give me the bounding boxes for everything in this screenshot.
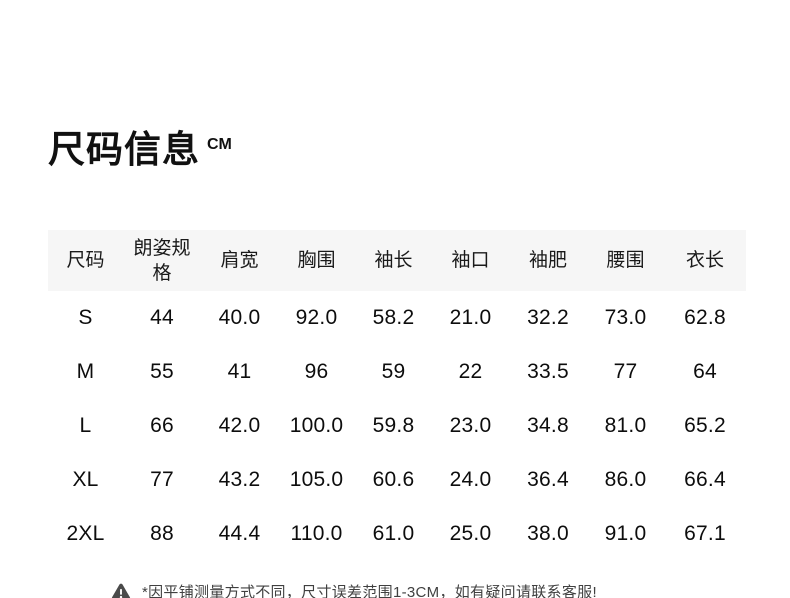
table-cell: 66.4 — [684, 468, 726, 491]
footnote-text: *因平铺测量方式不同，尺寸误差范围1-3CM，如有疑问请联系客服! — [142, 584, 597, 598]
table-cell: 33.5 — [527, 360, 569, 383]
table-cell: 43.2 — [218, 468, 261, 491]
table-cell: 105.0 — [289, 468, 344, 491]
table-cell: 25.0 — [449, 522, 492, 545]
table-cell: 77 — [613, 360, 638, 383]
table-cell: 64 — [693, 360, 717, 383]
table-cell: 61.0 — [372, 522, 415, 545]
column-header-sleeve-length: 袖长 — [355, 230, 432, 291]
table-cell: 36.4 — [527, 468, 569, 491]
column-header-garment-length: 衣长 — [664, 230, 746, 291]
table-cell: 65.2 — [684, 414, 726, 437]
table-cell: 81.0 — [604, 414, 647, 437]
table-cell: 24.0 — [449, 468, 492, 491]
table-cell: 91.0 — [604, 522, 647, 545]
table-cell: 96 — [304, 360, 329, 383]
column-header-sleeve-width: 袖肥 — [509, 230, 587, 291]
column-header-cuff: 袖口 — [432, 230, 509, 291]
table-cell: 59 — [381, 360, 406, 383]
unit-label: CM — [207, 136, 232, 153]
table-cell: 62.8 — [684, 306, 726, 329]
table-row-s: S 44 40.0 92.0 58.2 21.0 32.2 73.0 62.8 — [48, 291, 746, 345]
table-cell: 34.8 — [527, 414, 569, 437]
table-cell: 41 — [227, 360, 252, 383]
table-row-2xl: 2XL 88 44.4 110.0 61.0 25.0 38.0 91.0 67… — [48, 507, 746, 561]
size-table: 尺码 朗姿规格 肩宽 胸围 袖长 袖口 袖肥 腰围 衣长 S 44 40.0 9… — [48, 230, 746, 561]
table-cell: 38.0 — [527, 522, 569, 545]
table-cell: 73.0 — [604, 306, 647, 329]
column-header-shoulder: 肩宽 — [201, 230, 278, 291]
table-cell: 22 — [458, 360, 483, 383]
table-cell: 44.4 — [218, 522, 261, 545]
measurement-footnote: *因平铺测量方式不同，尺寸误差范围1-3CM，如有疑问请联系客服! — [111, 581, 790, 598]
table-cell: 40.0 — [218, 306, 261, 329]
table-cell: 88 — [150, 522, 174, 545]
table-cell: 92.0 — [295, 306, 338, 329]
table-cell: 32.2 — [527, 306, 569, 329]
table-cell: 42.0 — [218, 414, 261, 437]
table-row-l: L 66 42.0 100.0 59.8 23.0 34.8 81.0 65.2 — [48, 399, 746, 453]
column-header-waist: 腰围 — [587, 230, 664, 291]
warning-triangle-icon — [111, 583, 131, 598]
table-cell: 21.0 — [449, 306, 492, 329]
table-cell: 66 — [150, 414, 174, 437]
table-cell: L — [79, 414, 92, 437]
column-header-brand-spec: 朗姿规格 — [123, 230, 201, 291]
page-title: 尺码信息 — [48, 129, 200, 170]
table-row-m: M 55 41 96 59 22 33.5 77 64 — [48, 345, 746, 399]
table-cell: 67.1 — [684, 522, 726, 545]
table-cell: 55 — [150, 360, 174, 383]
table-cell: 86.0 — [604, 468, 647, 491]
title-block: 尺码信息 CM — [0, 0, 790, 178]
table-cell: 59.8 — [372, 414, 415, 437]
table-cell: 2XL — [66, 522, 105, 545]
table-cell: 77 — [150, 468, 174, 491]
table-cell: 60.6 — [372, 468, 415, 491]
table-cell: 58.2 — [372, 306, 415, 329]
header-row: 尺码 朗姿规格 肩宽 胸围 袖长 袖口 袖肥 腰围 衣长 — [48, 230, 746, 291]
column-header-chest: 胸围 — [278, 230, 355, 291]
table-row-xl: XL 77 43.2 105.0 60.6 24.0 36.4 86.0 66.… — [48, 453, 746, 507]
table-cell: 44 — [150, 306, 174, 329]
table-cell: 100.0 — [289, 414, 344, 437]
table-cell: 23.0 — [449, 414, 492, 437]
table-cell: XL — [72, 468, 99, 491]
table-cell: M — [76, 360, 95, 383]
table-cell: 110.0 — [290, 522, 343, 545]
column-header-size: 尺码 — [48, 230, 123, 291]
table-cell: S — [78, 306, 93, 329]
